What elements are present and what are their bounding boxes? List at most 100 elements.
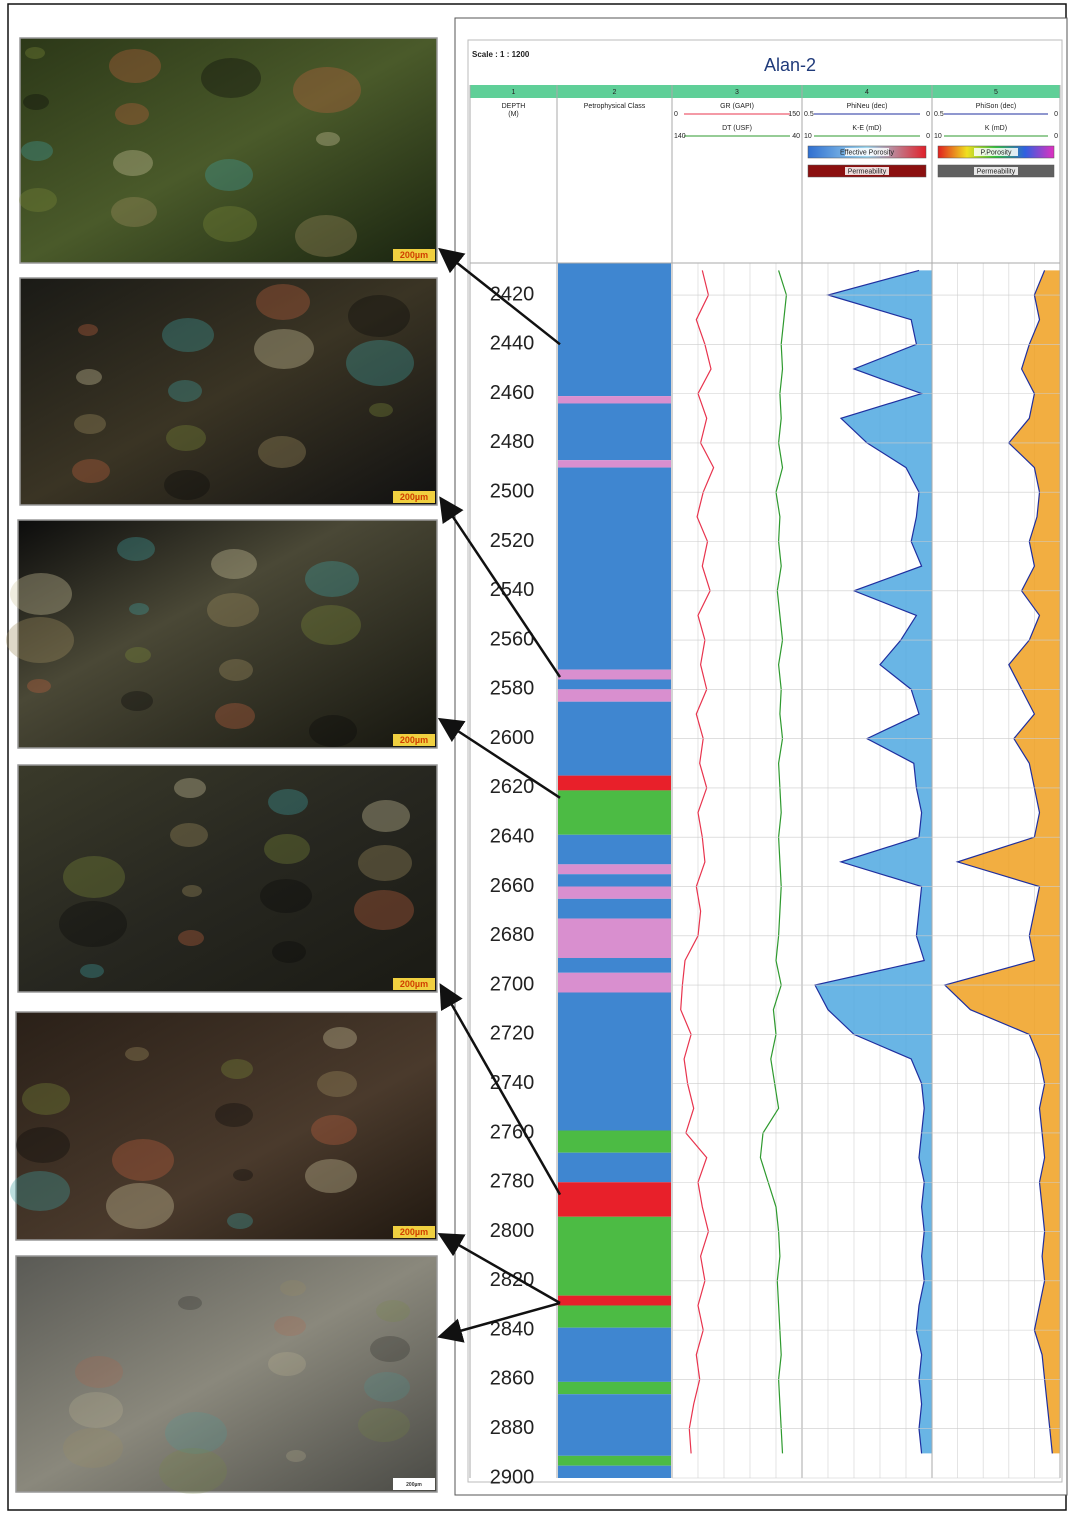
photo-texture — [268, 789, 308, 815]
photo-texture — [22, 1083, 70, 1115]
class-interval — [558, 670, 671, 680]
depth-label: 2480 — [490, 431, 535, 453]
photo-texture — [10, 1171, 70, 1211]
photo-texture — [301, 605, 361, 645]
photo-texture — [227, 1213, 253, 1229]
class-interval — [558, 899, 671, 919]
depth-label: 2780 — [490, 1171, 535, 1193]
photo-texture — [117, 537, 155, 561]
photo-texture — [286, 1450, 306, 1462]
photo-texture — [305, 561, 359, 597]
photo-texture — [376, 1300, 410, 1322]
depth-label: 2880 — [490, 1417, 535, 1439]
photo-texture — [201, 58, 261, 98]
track-number: 2 — [613, 89, 617, 96]
curve-scale-max: 0 — [1054, 111, 1058, 118]
legend-label: Permeability — [848, 168, 887, 175]
photo-texture — [346, 340, 414, 386]
photo-texture — [74, 414, 106, 434]
photo-texture — [358, 1408, 410, 1442]
curve-scale-max: 150 — [788, 111, 800, 118]
curve-scale-max: 0 — [926, 111, 930, 118]
photo-texture — [280, 1280, 306, 1296]
photo-texture — [178, 930, 204, 946]
photo-texture — [125, 647, 151, 663]
photo-texture — [162, 318, 214, 352]
photo-texture — [76, 369, 102, 385]
curve-scale-max: 40 — [792, 133, 800, 140]
class-interval — [558, 396, 671, 403]
photo-texture — [112, 1139, 174, 1181]
photo-texture — [164, 470, 210, 500]
class-interval — [558, 468, 671, 670]
photo-texture — [293, 67, 361, 113]
photo-texture — [80, 964, 104, 978]
class-interval — [558, 835, 671, 865]
curve-name: PhiNeu (dec) — [847, 103, 888, 110]
scale-bar-label: 200µm — [400, 250, 428, 260]
class-interval — [558, 1328, 671, 1382]
photo-texture — [72, 459, 110, 483]
curve-scale-min: 0.5 — [934, 111, 944, 118]
figure: Scale : 1 : 1200 Alan-2 200µm200µm200µm2… — [0, 0, 1072, 1515]
depth-label: 2560 — [490, 628, 535, 650]
depth-label: 2660 — [490, 875, 535, 897]
photo-texture — [369, 403, 393, 417]
class-interval — [558, 864, 671, 874]
class-interval — [558, 1305, 671, 1327]
photo-texture — [159, 1448, 227, 1494]
curve-scale-max: 0 — [1054, 133, 1058, 140]
photo-texture — [274, 1316, 306, 1336]
scale-label: Scale : 1 : 1200 — [472, 50, 530, 59]
photo-texture — [215, 703, 255, 729]
photo-texture — [370, 1336, 410, 1362]
class-interval — [558, 992, 671, 1130]
track-title: (M) — [508, 111, 519, 118]
class-interval — [558, 958, 671, 973]
photo-texture — [78, 324, 98, 336]
photo-texture — [182, 885, 202, 897]
log-panel — [455, 18, 1067, 1495]
photo-texture — [23, 94, 49, 110]
photo-texture — [174, 778, 206, 798]
depth-label: 2600 — [490, 727, 535, 749]
photo-texture — [6, 617, 74, 663]
photo-texture — [348, 295, 410, 337]
curve-scale-min: 0 — [674, 111, 678, 118]
photo-texture — [63, 1428, 123, 1468]
photo-texture — [16, 1127, 70, 1163]
photo-texture — [129, 603, 149, 615]
class-interval — [558, 1382, 671, 1394]
photo-texture — [272, 941, 306, 963]
photo-texture — [211, 549, 257, 579]
class-interval — [558, 973, 671, 993]
curve-scale-min: 140 — [674, 133, 686, 140]
class-interval — [558, 1466, 671, 1478]
track-number: 1 — [512, 89, 516, 96]
class-interval — [558, 1394, 671, 1456]
photo-texture — [254, 329, 314, 369]
photo-texture — [178, 1296, 202, 1310]
scale-bar-label: 200µm — [400, 735, 428, 745]
curve-name: DT (USF) — [722, 125, 752, 132]
photo-texture — [69, 1392, 123, 1428]
photo-texture — [305, 1159, 357, 1193]
depth-label: 2520 — [490, 530, 535, 552]
legend-label: Permeability — [977, 168, 1016, 175]
photo-texture — [109, 49, 161, 83]
photo-texture — [115, 103, 149, 125]
legend-label: P.Porosity — [981, 149, 1012, 156]
page: {"chart_data": { "type": "well-log", "ti… — [0, 0, 1072, 1515]
photo-texture — [27, 679, 51, 693]
photo-texture — [219, 659, 253, 681]
photos: 200µm200µm200µm200µm200µm200µm — [6, 38, 437, 1494]
depth-label: 2900 — [490, 1466, 535, 1488]
photo-texture — [316, 132, 340, 146]
curve-scale-min: 10 — [934, 133, 942, 140]
photo-texture — [19, 188, 57, 212]
photo-texture — [125, 1047, 149, 1061]
photo-texture — [168, 380, 202, 402]
log-title: Alan-2 — [764, 55, 816, 75]
curve-scale-min: 10 — [804, 133, 812, 140]
class-interval — [558, 263, 671, 396]
